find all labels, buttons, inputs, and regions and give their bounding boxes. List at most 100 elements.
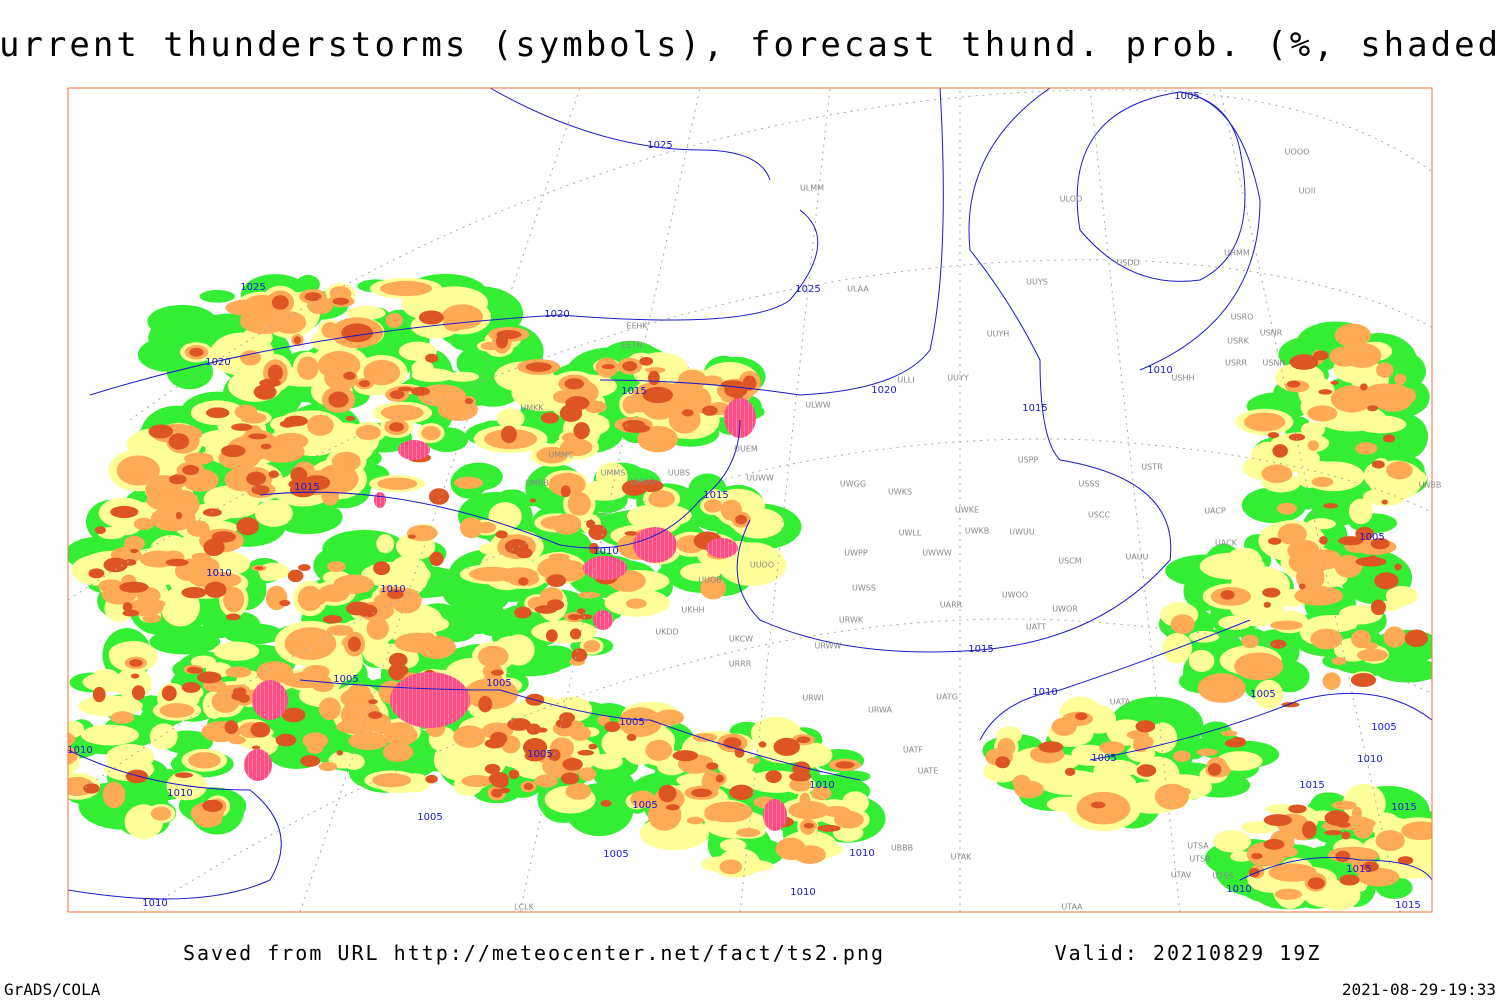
prob-shade <box>1374 572 1399 590</box>
station-label: UMMC <box>548 451 574 460</box>
prob-shade <box>1307 877 1325 890</box>
prob-shade <box>380 404 424 421</box>
prob-shade <box>765 770 782 784</box>
prob-shade <box>1267 432 1280 439</box>
prob-shade <box>796 736 811 744</box>
prob-shade <box>318 761 338 772</box>
prob-shade <box>717 543 787 586</box>
isobar-label: 1010 <box>206 568 231 579</box>
storm-symbols <box>252 680 288 720</box>
prob-shade <box>723 737 742 749</box>
prob-shade <box>206 407 230 419</box>
isobar-label: 1005 <box>1174 91 1199 102</box>
storm-symbols <box>583 556 627 580</box>
prob-shade <box>811 786 832 801</box>
prob-shade <box>803 742 829 765</box>
prob-shade <box>189 347 204 357</box>
prob-shade <box>1329 346 1361 367</box>
prob-shade <box>490 731 508 746</box>
station-label: USPP <box>1018 456 1039 465</box>
prob-shade <box>637 425 679 453</box>
prob-shade <box>233 687 247 696</box>
station-label: UWPP <box>844 549 868 558</box>
station-label: UACP <box>1204 507 1226 516</box>
prob-shade <box>199 289 235 303</box>
prob-shade <box>376 534 395 554</box>
station-label: UUYH <box>987 330 1010 339</box>
prob-shade <box>250 721 271 738</box>
isobar-label: 1015 <box>1395 900 1420 911</box>
prob-shade <box>302 732 329 750</box>
prob-shade <box>534 605 558 614</box>
prob-shade <box>548 748 561 762</box>
isobar-label: 1005 <box>1091 753 1116 764</box>
prob-shade <box>394 632 442 653</box>
prob-shade <box>188 752 221 769</box>
prob-shade <box>1243 412 1286 432</box>
prob-shade <box>259 378 281 388</box>
prob-shade <box>523 782 534 790</box>
prob-shade <box>588 743 598 750</box>
station-label: UOOO <box>1285 148 1310 157</box>
prob-shade <box>1289 354 1319 370</box>
station-label: UARR <box>940 601 963 610</box>
prob-shade <box>196 671 222 684</box>
prob-shade <box>1133 735 1154 749</box>
prob-shade <box>1360 383 1368 391</box>
map-labels: 1025 1025 1020 1020 1025 1005 1010 1015 1020 1015… <box>67 91 1441 912</box>
prob-shade <box>327 561 346 573</box>
prob-shade <box>560 772 580 785</box>
isobar-label: 1025 <box>240 282 265 293</box>
prob-shade <box>267 364 283 382</box>
prob-shade <box>328 391 349 408</box>
prob-shade <box>622 361 638 372</box>
prob-shade <box>680 563 721 582</box>
prob-shade <box>1338 536 1364 546</box>
station-label: UACK <box>1215 539 1238 548</box>
prob-shade <box>618 707 663 737</box>
station-label: UTSA <box>1187 842 1209 851</box>
prob-shade <box>122 602 133 612</box>
prob-shade <box>203 538 225 556</box>
prob-shade <box>734 747 745 758</box>
station-label: UATF <box>903 746 924 755</box>
prob-shade <box>387 555 429 597</box>
station-label: USTR <box>1141 463 1163 472</box>
prob-shade <box>425 774 438 784</box>
station-label: USNR <box>1260 329 1283 338</box>
prob-shade <box>552 513 582 535</box>
prob-shade <box>119 581 149 593</box>
prob-shade <box>773 737 801 756</box>
prob-shade <box>559 438 593 457</box>
station-label: UWKS <box>888 488 912 497</box>
prob-shade <box>297 356 319 380</box>
prob-shade <box>1196 748 1218 756</box>
prob-shade <box>358 380 371 388</box>
prob-shade <box>1355 526 1374 541</box>
prob-shade <box>719 838 747 852</box>
prob-shade <box>648 490 675 508</box>
prob-shade <box>68 732 76 747</box>
prob-shade <box>184 452 214 465</box>
prob-shade <box>122 609 140 617</box>
prob-shade <box>204 581 227 598</box>
prob-shade <box>1367 405 1379 412</box>
prob-shade <box>789 777 812 792</box>
prob-shade <box>1274 888 1303 900</box>
prob-shade <box>704 808 726 822</box>
prob-shade <box>540 412 559 424</box>
storm-symbols <box>763 799 787 831</box>
prob-shade <box>577 749 595 756</box>
prob-shade <box>1038 741 1064 753</box>
prob-shade <box>478 696 493 713</box>
prob-shade <box>1394 563 1402 571</box>
prob-shade <box>88 568 105 579</box>
prob-shade <box>567 492 591 516</box>
station-label: URWW <box>815 642 842 651</box>
prob-shade <box>480 342 500 351</box>
prob-shade <box>418 310 444 325</box>
prob-shade <box>284 627 337 660</box>
prob-shade <box>168 474 187 485</box>
prob-shade <box>1302 820 1317 839</box>
station-label: USRK <box>1227 337 1249 346</box>
